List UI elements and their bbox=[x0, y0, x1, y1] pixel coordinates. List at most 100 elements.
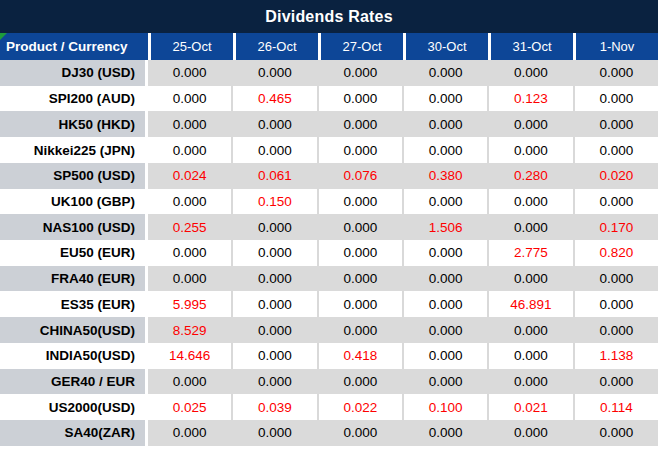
dividend-value-cell: 0.000 bbox=[573, 111, 658, 137]
table-row: NAS100 (USD)0.2550.0000.0001.5060.0000.1… bbox=[0, 214, 658, 240]
dividend-value-cell: 0.000 bbox=[487, 111, 572, 137]
dividend-value-cell: 0.380 bbox=[402, 163, 487, 189]
dividend-value-cell: 0.465 bbox=[231, 86, 316, 112]
dividend-value-cell: 0.000 bbox=[402, 111, 487, 137]
dividend-value-cell: 0.000 bbox=[231, 369, 316, 395]
table-row: CHINA50(USD)8.5290.0000.0000.0000.0000.0… bbox=[0, 317, 658, 343]
dividend-value-cell: 8.529 bbox=[148, 317, 231, 343]
dividend-value-cell: 0.000 bbox=[317, 86, 402, 112]
dividend-value-cell: 0.000 bbox=[402, 60, 487, 86]
dividend-value-cell: 0.000 bbox=[231, 214, 316, 240]
dividend-value-cell: 0.076 bbox=[317, 163, 402, 189]
dividend-value-cell: 0.000 bbox=[487, 317, 572, 343]
dividend-value-cell: 0.000 bbox=[487, 214, 572, 240]
dividend-value-cell: 0.000 bbox=[317, 266, 402, 292]
dividend-value-cell: 0.000 bbox=[148, 189, 231, 215]
column-header-product-currency: Product / Currency bbox=[0, 33, 148, 60]
dividend-value-cell: 1.138 bbox=[573, 343, 658, 369]
dividend-value-cell: 0.000 bbox=[317, 111, 402, 137]
dividend-value-cell: 0.000 bbox=[231, 266, 316, 292]
dividend-value-cell: 0.039 bbox=[231, 394, 316, 420]
dividend-value-cell: 0.000 bbox=[148, 137, 231, 163]
column-header-date: 1-Nov bbox=[573, 33, 658, 60]
dividend-value-cell: 0.000 bbox=[317, 369, 402, 395]
product-label: DJ30 (USD) bbox=[0, 60, 148, 86]
product-label: SPI200 (AUD) bbox=[0, 86, 148, 112]
dividend-value-cell: 0.000 bbox=[402, 317, 487, 343]
dividend-value-cell: 0.000 bbox=[402, 240, 487, 266]
dividend-value-cell: 0.000 bbox=[573, 369, 658, 395]
dividend-value-cell: 0.000 bbox=[573, 266, 658, 292]
dividend-value-cell: 0.000 bbox=[487, 189, 572, 215]
dividend-value-cell: 0.000 bbox=[148, 86, 231, 112]
dividend-value-cell: 0.000 bbox=[487, 343, 572, 369]
product-label: Nikkei225 (JPN) bbox=[0, 137, 148, 163]
dividend-value-cell: 0.000 bbox=[402, 343, 487, 369]
table-title: Dividends Rates bbox=[0, 0, 658, 33]
product-label: HK50 (HKD) bbox=[0, 111, 148, 137]
table-row: HK50 (HKD)0.0000.0000.0000.0000.0000.000 bbox=[0, 111, 658, 137]
dividend-value-cell: 14.646 bbox=[148, 343, 231, 369]
green-corner-triangle-icon bbox=[0, 33, 7, 40]
dividend-value-cell: 0.123 bbox=[487, 86, 572, 112]
table-row: US2000(USD)0.0250.0390.0220.1000.0210.11… bbox=[0, 394, 658, 420]
column-header-date: 26-Oct bbox=[233, 33, 318, 60]
dividend-value-cell: 0.000 bbox=[487, 369, 572, 395]
table-row: SA40(ZAR)0.0000.0000.0000.0000.0000.000 bbox=[0, 420, 658, 446]
dividend-value-cell: 0.020 bbox=[573, 163, 658, 189]
dividend-value-cell: 0.000 bbox=[148, 420, 231, 446]
table-header-row: Product / Currency25-Oct26-Oct27-Oct30-O… bbox=[0, 33, 658, 60]
product-label: SP500 (USD) bbox=[0, 163, 148, 189]
product-label: SA40(ZAR) bbox=[0, 420, 148, 446]
dividend-value-cell: 0.280 bbox=[487, 163, 572, 189]
dividend-value-cell: 0.000 bbox=[317, 291, 402, 317]
dividend-value-cell: 0.000 bbox=[402, 369, 487, 395]
dividend-value-cell: 0.000 bbox=[317, 214, 402, 240]
dividend-value-cell: 0.000 bbox=[231, 137, 316, 163]
table-row: SPI200 (AUD)0.0000.4650.0000.0000.1230.0… bbox=[0, 86, 658, 112]
dividend-value-cell: 0.000 bbox=[148, 240, 231, 266]
dividend-value-cell: 0.000 bbox=[573, 291, 658, 317]
dividend-value-cell: 0.000 bbox=[402, 266, 487, 292]
table-row: DJ30 (USD)0.0000.0000.0000.0000.0000.000 bbox=[0, 60, 658, 86]
dividend-value-cell: 1.506 bbox=[402, 214, 487, 240]
dividend-value-cell: 0.000 bbox=[148, 266, 231, 292]
dividend-value-cell: 0.000 bbox=[487, 420, 572, 446]
dividends-rates-table: Dividends Rates Product / Currency25-Oct… bbox=[0, 0, 658, 452]
table-row: UK100 (GBP)0.0000.1500.0000.0000.0000.00… bbox=[0, 189, 658, 215]
dividend-value-cell: 0.000 bbox=[402, 420, 487, 446]
dividend-value-cell: 0.000 bbox=[231, 291, 316, 317]
table-row: EU50 (EUR)0.0000.0000.0000.0002.7750.820 bbox=[0, 240, 658, 266]
column-header-date: 31-Oct bbox=[488, 33, 573, 60]
dividend-value-cell: 0.000 bbox=[487, 137, 572, 163]
product-label: FRA40 (EUR) bbox=[0, 266, 148, 292]
dividend-value-cell: 46.891 bbox=[487, 291, 572, 317]
dividend-value-cell: 5.995 bbox=[148, 291, 231, 317]
table-row: SP500 (USD)0.0240.0610.0760.3800.2800.02… bbox=[0, 163, 658, 189]
dividend-value-cell: 0.000 bbox=[573, 137, 658, 163]
dividend-value-cell: 0.000 bbox=[402, 86, 487, 112]
dividend-value-cell: 0.000 bbox=[231, 240, 316, 266]
dividend-value-cell: 0.025 bbox=[148, 394, 231, 420]
dividend-value-cell: 0.114 bbox=[573, 394, 658, 420]
dividend-value-cell: 0.000 bbox=[317, 240, 402, 266]
dividend-value-cell: 0.000 bbox=[148, 60, 231, 86]
dividend-value-cell: 0.000 bbox=[148, 369, 231, 395]
dividend-value-cell: 0.170 bbox=[573, 214, 658, 240]
table-row: FRA40 (EUR)0.0000.0000.0000.0000.0000.00… bbox=[0, 266, 658, 292]
dividend-value-cell: 0.000 bbox=[573, 189, 658, 215]
dividend-value-cell: 0.024 bbox=[148, 163, 231, 189]
product-label: INDIA50(USD) bbox=[0, 343, 148, 369]
dividend-value-cell: 0.000 bbox=[317, 420, 402, 446]
column-header-date: 27-Oct bbox=[318, 33, 403, 60]
dividend-value-cell: 0.000 bbox=[573, 86, 658, 112]
dividend-value-cell: 0.000 bbox=[402, 291, 487, 317]
dividend-value-cell: 0.000 bbox=[317, 189, 402, 215]
dividend-value-cell: 0.000 bbox=[402, 189, 487, 215]
dividend-value-cell: 0.000 bbox=[317, 317, 402, 343]
dividend-value-cell: 0.000 bbox=[148, 111, 231, 137]
dividend-value-cell: 0.000 bbox=[231, 420, 316, 446]
dividend-value-cell: 0.000 bbox=[317, 60, 402, 86]
product-label: ES35 (EUR) bbox=[0, 291, 148, 317]
product-label: EU50 (EUR) bbox=[0, 240, 148, 266]
